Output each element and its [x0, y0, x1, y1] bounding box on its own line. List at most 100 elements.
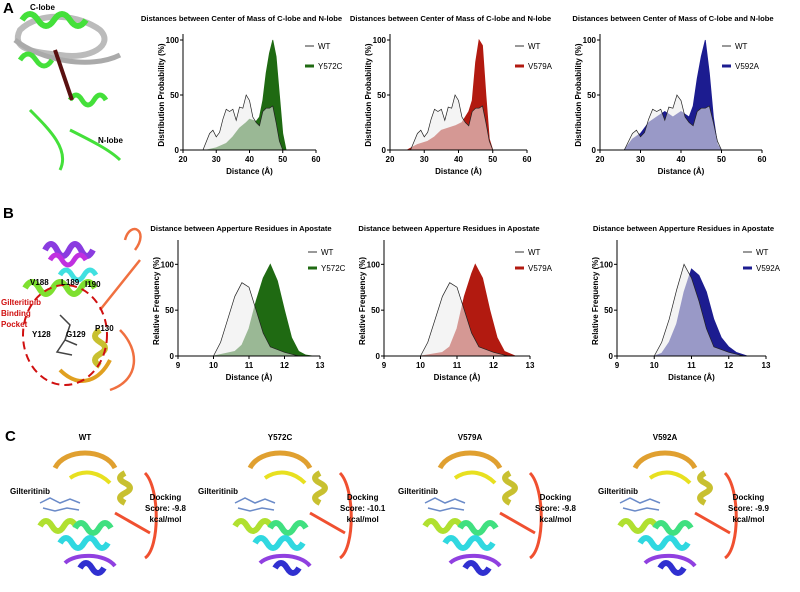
legend-label-wt: WT: [528, 248, 541, 257]
x-tick-label: 60: [523, 155, 532, 164]
protein-ribbon-icon: [37, 450, 158, 576]
y-tick-label: 50: [165, 306, 174, 315]
protein-structure-a: [13, 11, 122, 171]
panel-letter-b: B: [3, 205, 14, 222]
protein-structure-b: [22, 228, 142, 392]
docking-score-line-2: Score: -9.8: [535, 504, 576, 513]
legend-label-v592a: V592A: [756, 264, 781, 273]
x-tick-label: 30: [636, 155, 645, 164]
y-tick-label: 50: [587, 91, 596, 100]
panel-letter-c: C: [5, 428, 16, 445]
x-axis-label: Distance (Å): [226, 167, 273, 176]
c-lobe-label: C-lobe: [30, 3, 55, 12]
x-tick-label: 20: [386, 155, 395, 164]
y-tick-label: 50: [604, 306, 613, 315]
y-tick-label: 100: [583, 36, 597, 45]
panel-letter-a: A: [3, 0, 14, 17]
protein-ribbon-icon: [422, 450, 543, 576]
x-tick-label: 20: [596, 155, 605, 164]
x-tick-label: 60: [312, 155, 321, 164]
legend-label-wt: WT: [528, 42, 541, 51]
binding-pocket-label: Gilteritinib Binding Pocket: [1, 297, 41, 330]
x-tick-label: 60: [758, 155, 767, 164]
residue-label-i190: I190: [85, 280, 101, 289]
chart-title: Distance between Apperture Residues in A…: [593, 224, 774, 233]
x-axis-label: Distance (Å): [435, 167, 482, 176]
x-tick-label: 40: [454, 155, 463, 164]
docking-score-line-2: Score: -10.1: [340, 504, 386, 513]
y-tick-label: 100: [600, 260, 614, 269]
chart-3: 9 10 11 12 13 0 50 100 Distance (Å) Relative Freq…: [150, 224, 345, 382]
x-tick-label: 30: [212, 155, 221, 164]
x-tick-label: 11: [453, 361, 462, 370]
docking-score-line-3: kcal/mol: [149, 515, 182, 524]
docking-score-line-3: kcal/mol: [346, 515, 379, 524]
binding-pocket-line-2: Binding: [1, 309, 31, 318]
y-tick-label: 100: [373, 36, 387, 45]
y-tick-label: 50: [377, 91, 386, 100]
legend-label-v579a: V579A: [528, 62, 553, 71]
docking-score: Docking Score: -9.8 kcal/mol: [535, 492, 576, 525]
legend-label-wt: WT: [321, 248, 334, 257]
area-series-wt: [653, 263, 744, 357]
x-axis-label: Distance (Å): [668, 373, 715, 382]
docking-score: Docking Score: -10.1 kcal/mol: [340, 492, 385, 525]
docking-score-line-3: kcal/mol: [539, 515, 572, 524]
docking-score-line-3: kcal/mol: [732, 515, 765, 524]
ligand-label: Gilteritinib: [398, 487, 438, 496]
ligand-label: Gilteritinib: [198, 487, 238, 496]
residue-label-l189: L189: [61, 278, 80, 287]
x-axis-label: Distance (Å): [658, 167, 705, 176]
docking-score-line-1: Docking: [539, 493, 572, 502]
protein-ribbon-icon: [232, 450, 353, 576]
y-axis-label: Relative Frequency (%): [591, 257, 600, 345]
x-tick-label: 30: [420, 155, 429, 164]
legend-label-y572c: Y572C: [321, 264, 346, 273]
residue-label-g129: G129: [66, 330, 86, 339]
legend-label-wt: WT: [756, 248, 769, 257]
x-tick-label: 50: [717, 155, 726, 164]
y-tick-label: 0: [382, 146, 387, 155]
chart-1: 20 30 40 50 60 0 50 100 Distance (Å) Distribution…: [350, 14, 553, 176]
x-tick-label: 9: [615, 361, 620, 370]
chart-title: Distance between Apperture Residues in A…: [150, 224, 331, 233]
area-series-wt: [410, 94, 494, 151]
y-tick-label: 100: [367, 260, 381, 269]
docking-score-line-1: Docking: [149, 493, 182, 502]
y-tick-label: 50: [170, 91, 179, 100]
x-tick-label: 13: [316, 361, 325, 370]
y-axis-label: Distribution Probability (%): [157, 43, 166, 146]
y-tick-label: 100: [161, 260, 175, 269]
x-tick-label: 50: [488, 155, 497, 164]
y-axis-label: Distribution Probability (%): [574, 43, 583, 146]
binding-pocket-line-3: Pocket: [1, 320, 28, 329]
x-tick-label: 10: [209, 361, 218, 370]
legend-label-wt: WT: [318, 42, 331, 51]
y-axis-label: Relative Frequency (%): [358, 257, 367, 345]
x-tick-label: 9: [176, 361, 181, 370]
area-series-wt: [419, 282, 509, 357]
x-tick-label: 12: [724, 361, 733, 370]
protein-ribbon-icon: [617, 450, 738, 576]
x-tick-label: 50: [278, 155, 287, 164]
structure-title: V592A: [652, 433, 678, 442]
chart-4: 9 10 11 12 13 0 50 100 Distance (Å) Relative Freq…: [358, 224, 553, 382]
legend-label-y572c: Y572C: [318, 62, 343, 71]
y-tick-label: 50: [371, 306, 380, 315]
x-axis-label: Distance (Å): [226, 373, 273, 382]
n-lobe-label: N-lobe: [98, 136, 123, 145]
structure-title: WT: [78, 433, 92, 442]
y-tick-label: 0: [376, 352, 381, 361]
x-tick-label: 10: [650, 361, 659, 370]
residue-label-v188: V188: [30, 278, 49, 287]
x-tick-label: 20: [179, 155, 188, 164]
y-tick-label: 0: [175, 146, 180, 155]
y-tick-label: 0: [609, 352, 614, 361]
x-tick-label: 9: [382, 361, 387, 370]
legend-label-wt: WT: [735, 42, 748, 51]
docking-score-line-1: Docking: [732, 493, 765, 502]
structure-title: Y572C: [267, 433, 293, 442]
binding-pocket-line-1: Gilteritinib: [1, 298, 41, 307]
ligand-label: Gilteritinib: [598, 487, 638, 496]
x-tick-label: 12: [489, 361, 498, 370]
